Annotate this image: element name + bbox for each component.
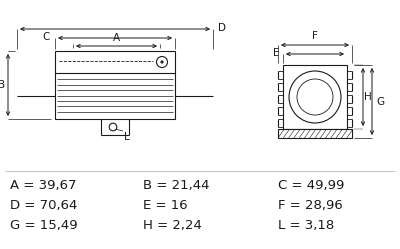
Text: L = 3,18: L = 3,18: [278, 219, 334, 232]
Text: E = 16: E = 16: [143, 198, 188, 211]
Text: B: B: [0, 80, 6, 90]
Text: A: A: [113, 33, 120, 43]
Circle shape: [297, 79, 333, 115]
Text: L: L: [124, 132, 130, 142]
Text: H = 2,24: H = 2,24: [143, 219, 202, 232]
Circle shape: [109, 123, 117, 131]
Bar: [55, 51, 175, 119]
Text: C: C: [43, 32, 50, 42]
Bar: [283, 65, 347, 129]
Text: C = 49,99: C = 49,99: [278, 179, 344, 191]
Text: G: G: [376, 97, 384, 107]
Circle shape: [289, 71, 341, 123]
Bar: [278, 129, 352, 138]
Text: D: D: [218, 23, 226, 33]
Circle shape: [161, 61, 163, 63]
Text: H: H: [364, 92, 372, 102]
Text: G = 15,49: G = 15,49: [10, 219, 78, 232]
Text: F = 28,96: F = 28,96: [278, 198, 343, 211]
Text: D = 70,64: D = 70,64: [10, 198, 77, 211]
Text: A = 39,67: A = 39,67: [10, 179, 76, 191]
Text: B = 21,44: B = 21,44: [143, 179, 210, 191]
Text: F: F: [312, 31, 318, 41]
Text: E: E: [272, 48, 279, 58]
Circle shape: [156, 57, 168, 67]
